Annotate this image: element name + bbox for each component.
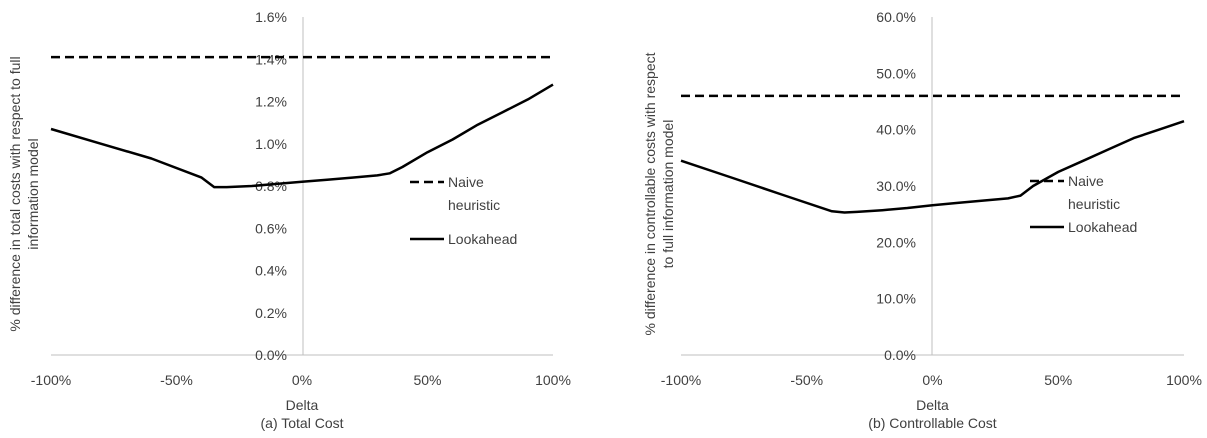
y-tick-label: 0.0% xyxy=(255,347,287,363)
legend-label: Lookahead xyxy=(1068,219,1137,235)
y-axis-label-line: % difference in controllable costs with … xyxy=(642,52,658,335)
y-tick-label: 0.4% xyxy=(255,263,287,279)
y-tick-label: 0.6% xyxy=(255,220,287,236)
x-axis-label: Delta xyxy=(916,397,949,413)
series-line-lookahead xyxy=(680,120,1185,214)
legend-label: Naive xyxy=(448,174,484,190)
y-tick-label: 30.0% xyxy=(876,178,916,194)
series-line-lookahead xyxy=(50,83,554,189)
legend-label: Naive xyxy=(1068,173,1104,189)
x-tick-label: -50% xyxy=(790,372,823,388)
x-tick-label: 0% xyxy=(922,372,942,388)
x-tick-label: 50% xyxy=(1044,372,1072,388)
y-tick-label: 0.0% xyxy=(884,347,916,363)
x-tick-label: 50% xyxy=(413,372,441,388)
x-tick-label: -50% xyxy=(160,372,193,388)
y-tick-label: 0.2% xyxy=(255,305,287,321)
y-tick-label: 1.6% xyxy=(255,9,287,25)
y-tick-label: 1.4% xyxy=(255,51,287,67)
x-tick-label: 0% xyxy=(292,372,312,388)
y-tick-label: 20.0% xyxy=(876,234,916,250)
y-tick-label: 1.0% xyxy=(255,136,287,152)
x-tick-label: -100% xyxy=(31,372,71,388)
chart-caption: (a) Total Cost xyxy=(261,415,344,431)
x-tick-label: 100% xyxy=(535,372,571,388)
chart-caption: (b) Controllable Cost xyxy=(868,415,996,431)
y-tick-label: 50.0% xyxy=(876,65,916,81)
legend-label: heuristic xyxy=(448,197,500,213)
legend-label: heuristic xyxy=(1068,196,1120,212)
legend-label: Lookahead xyxy=(448,231,517,247)
chart-total-cost: 0.0% 0.2% 0.4% 0.6% 0.8% 1.0% 1.2% 1.4% 1.6% -100… xyxy=(7,9,571,431)
x-axis-label: Delta xyxy=(286,397,319,413)
chart-controllable-cost: 0.0% 10.0% 20.0% 30.0% 40.0% 50.0% 60.0% -100% -… xyxy=(642,9,1202,431)
y-tick-label: 40.0% xyxy=(876,122,916,138)
y-axis-label-line: % difference in total costs with respect… xyxy=(7,56,23,331)
y-axis-label-line: information model xyxy=(25,138,41,249)
y-tick-label: 10.0% xyxy=(876,291,916,307)
y-tick-label: 60.0% xyxy=(876,9,916,25)
x-tick-label: -100% xyxy=(661,372,701,388)
y-tick-label: 0.8% xyxy=(255,178,287,194)
y-axis-label-line: to full information model xyxy=(660,120,676,269)
y-tick-label: 1.2% xyxy=(255,94,287,110)
x-tick-label: 100% xyxy=(1166,372,1202,388)
